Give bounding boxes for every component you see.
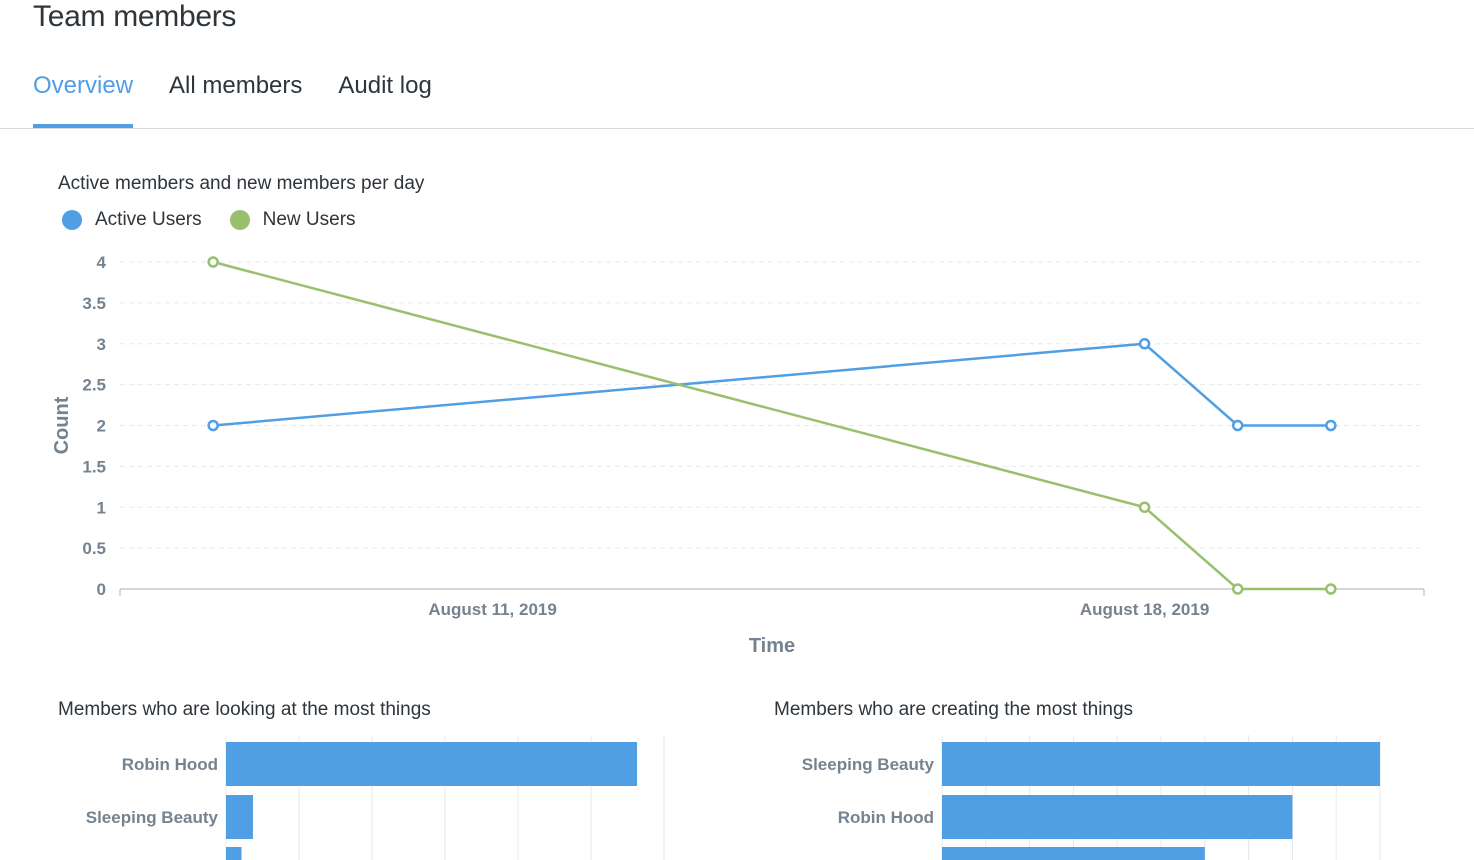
- page-title: Team members: [33, 0, 237, 33]
- legend-label-new-users: New Users: [262, 209, 356, 230]
- y-axis-title: Count: [51, 396, 73, 454]
- bar-chart-creating-title: Members who are creating the most things: [774, 699, 1134, 720]
- chart-legend: Active Users New Users: [62, 209, 384, 231]
- bar-category-label: Robin Hood: [122, 755, 218, 774]
- y-tick-label: 0.5: [82, 539, 106, 558]
- y-tick-label: 3.5: [82, 294, 106, 313]
- data-point-new-users: [1325, 583, 1337, 595]
- bar: [226, 742, 638, 786]
- data-point-new-users: [1231, 583, 1244, 595]
- bar: [942, 795, 1293, 839]
- data-point-new-users: [207, 256, 219, 268]
- line-chart-title: Active members and new members per day: [58, 173, 425, 194]
- series-line-new-users: [212, 260, 1331, 591]
- bar-category-label: Sleeping Beauty: [86, 808, 219, 827]
- tabs-divider: [0, 128, 1474, 129]
- data-point-active-users: [1325, 419, 1337, 432]
- y-tick-label: 1: [97, 498, 106, 517]
- legend-item-active-users[interactable]: Active Users: [62, 209, 202, 231]
- y-tick-label: 4: [97, 253, 107, 272]
- tab-audit-log[interactable]: Audit log: [338, 72, 432, 99]
- tab-overview[interactable]: Overview: [33, 70, 134, 128]
- y-tick-label: 3: [97, 335, 106, 354]
- y-tick-label: 2: [97, 417, 106, 436]
- bar-chart-creating: Sleeping Beauty Robin Hood: [802, 735, 1381, 860]
- x-tick-label: August 18, 2019: [1080, 600, 1209, 619]
- x-tick-label: August 11, 2019: [428, 600, 557, 619]
- data-point-active-users: [207, 419, 219, 432]
- bar: [942, 742, 1380, 786]
- legend-dot-active-users: [62, 210, 82, 230]
- line-chart: 0 0.5 1 1.5 2 2.5 3 3.5 4 August 11, 2019 August 1…: [51, 253, 1425, 657]
- legend-label-active-users: Active Users: [95, 209, 202, 230]
- data-point-active-users: [1138, 338, 1151, 350]
- y-tick-label: 1.5: [82, 457, 106, 476]
- bar-category-label: Robin Hood: [838, 808, 934, 827]
- bar-category-label: Sleeping Beauty: [802, 755, 935, 774]
- bar: [942, 847, 1205, 860]
- legend-item-new-users[interactable]: New Users: [229, 209, 356, 231]
- bar: [226, 795, 253, 839]
- bar: [226, 847, 242, 860]
- x-axis-title: Time: [749, 635, 795, 657]
- data-point-new-users: [1138, 501, 1151, 513]
- tab-all-members[interactable]: All members: [169, 72, 303, 99]
- data-point-active-users: [1231, 419, 1244, 432]
- bar-chart-viewing: Robin Hood Sleeping Beauty: [86, 735, 665, 860]
- y-tick-label: 2.5: [82, 376, 106, 395]
- bar-chart-viewing-title: Members who are looking at the most thin…: [58, 699, 431, 720]
- tab-bar: Overview All members Audit log: [33, 70, 468, 128]
- y-tick-label: 0: [97, 580, 106, 599]
- legend-dot-new-users: [229, 210, 250, 230]
